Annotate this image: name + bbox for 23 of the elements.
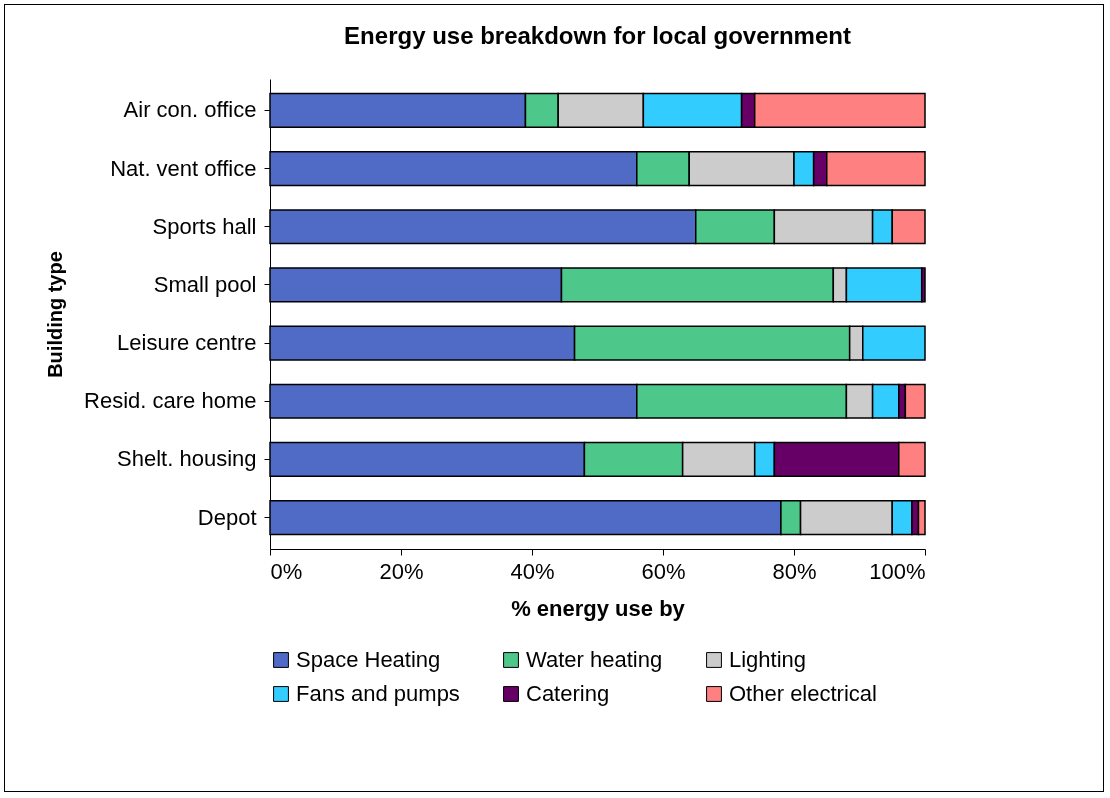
x-tick-label: 40%	[510, 558, 555, 584]
x-tick-label: 0%	[270, 558, 303, 584]
y-tick-label: Shelt. housing	[117, 446, 257, 472]
legend-label: Other electrical	[729, 681, 877, 706]
legend-label: Fans and pumps	[296, 681, 460, 706]
legend-label: Space Heating	[296, 647, 441, 672]
chart-title: Energy use breakdown for local government	[344, 22, 851, 49]
x-axis-title: % energy use by	[511, 595, 686, 621]
y-axis-title: Building type	[44, 251, 67, 378]
x-tick-label: 80%	[772, 558, 817, 584]
legend-label: Catering	[526, 681, 610, 706]
x-tick-label: 100%	[869, 558, 926, 584]
y-tick-label: Leisure centre	[117, 330, 257, 356]
legend-label: Lighting	[729, 647, 807, 672]
x-tick-label: 20%	[379, 558, 424, 584]
y-tick-label: Nat. vent office	[110, 155, 257, 181]
legend-label: Water heating	[526, 647, 663, 672]
y-tick-label: Sports hall	[152, 213, 257, 239]
y-tick-label: Depot	[197, 504, 257, 530]
y-tick-label: Air con. office	[123, 97, 257, 123]
y-tick-label: Small pool	[153, 271, 257, 297]
y-tick-label: Resid. care home	[84, 388, 257, 414]
x-tick-label: 60%	[641, 558, 686, 584]
